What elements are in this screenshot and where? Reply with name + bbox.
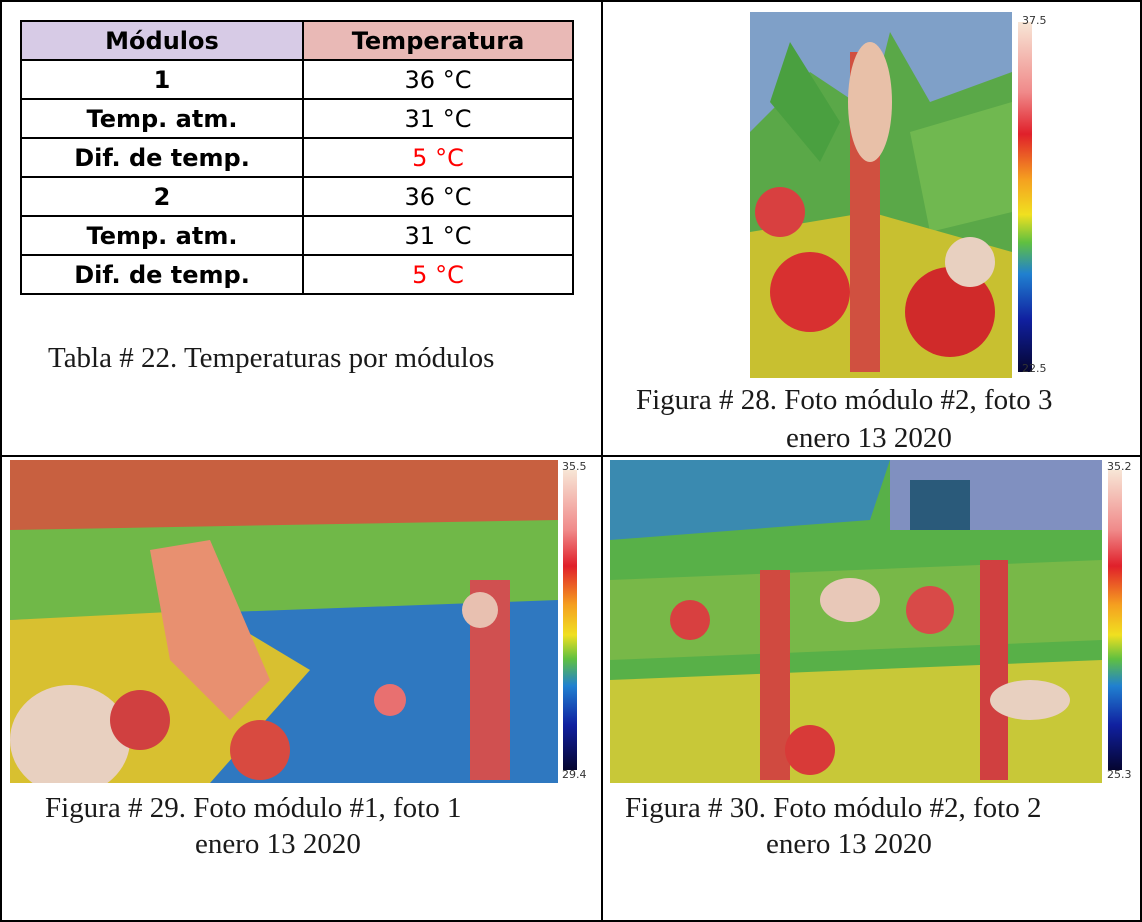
header-modulos: Módulos <box>20 20 304 61</box>
thermal-image-29: 35.5 29.4 <box>10 460 595 783</box>
figure-30-caption-line1: Figura # 30. Foto módulo #2, foto 2 <box>625 792 1042 824</box>
thermal-image-28: 37.5 22.5 <box>750 12 1060 378</box>
thermal-plant-image <box>750 12 1032 378</box>
row-label: Dif. de temp. <box>20 254 304 295</box>
table-header-row: Módulos Temperatura <box>20 20 574 61</box>
figure-28-caption-line1: Figura # 28. Foto módulo #2, foto 3 <box>636 384 1053 416</box>
table-caption: Tabla # 22. Temperaturas por módulos <box>48 342 495 374</box>
row-label: Dif. de temp. <box>20 137 304 178</box>
figure-29-caption-line1: Figura # 29. Foto módulo #1, foto 1 <box>45 792 462 824</box>
row-label: Temp. atm. <box>20 98 304 139</box>
thermal-plant-image <box>10 460 577 783</box>
row-value: 31 °C <box>302 98 574 139</box>
row-value-diff: 5 °C <box>302 254 574 295</box>
grid-line-middle <box>601 0 603 922</box>
thermal-plant-image <box>610 460 1122 783</box>
row-value-diff: 5 °C <box>302 137 574 178</box>
grid-line-left <box>0 0 2 922</box>
table-row: Dif. de temp. 5 °C <box>20 254 574 295</box>
grid-line-bottom <box>0 920 1142 922</box>
row-label: Temp. atm. <box>20 215 304 256</box>
row-value: 36 °C <box>302 176 574 217</box>
row-label: 1 <box>20 59 304 100</box>
header-temperatura: Temperatura <box>302 20 574 61</box>
table-row: 1 36 °C <box>20 59 574 100</box>
temperature-table: Módulos Temperatura 1 36 °C Temp. atm. 3… <box>20 20 574 295</box>
row-label: 2 <box>20 176 304 217</box>
row-value: 31 °C <box>302 215 574 256</box>
figure-29-caption-line2: enero 13 2020 <box>195 828 361 860</box>
figure-30-caption-line2: enero 13 2020 <box>766 828 932 860</box>
table-row: 2 36 °C <box>20 176 574 217</box>
grid-line-right <box>1140 0 1142 922</box>
scale-max-label: 35.5 <box>562 460 587 473</box>
scale-min-label: 29.4 <box>562 768 587 781</box>
table-row: Temp. atm. 31 °C <box>20 98 574 139</box>
row-value: 36 °C <box>302 59 574 100</box>
thermal-image-30: 35.2 25.3 <box>610 460 1140 783</box>
figure-28-caption-line2: enero 13 2020 <box>786 422 952 454</box>
scale-min-label: 22.5 <box>1022 362 1047 375</box>
grid-line-top <box>0 0 1142 2</box>
scale-max-label: 35.2 <box>1107 460 1132 473</box>
table-row: Dif. de temp. 5 °C <box>20 137 574 178</box>
scale-min-label: 25.3 <box>1107 768 1132 781</box>
grid-line-row <box>0 455 1142 457</box>
scale-max-label: 37.5 <box>1022 14 1047 27</box>
table-row: Temp. atm. 31 °C <box>20 215 574 256</box>
